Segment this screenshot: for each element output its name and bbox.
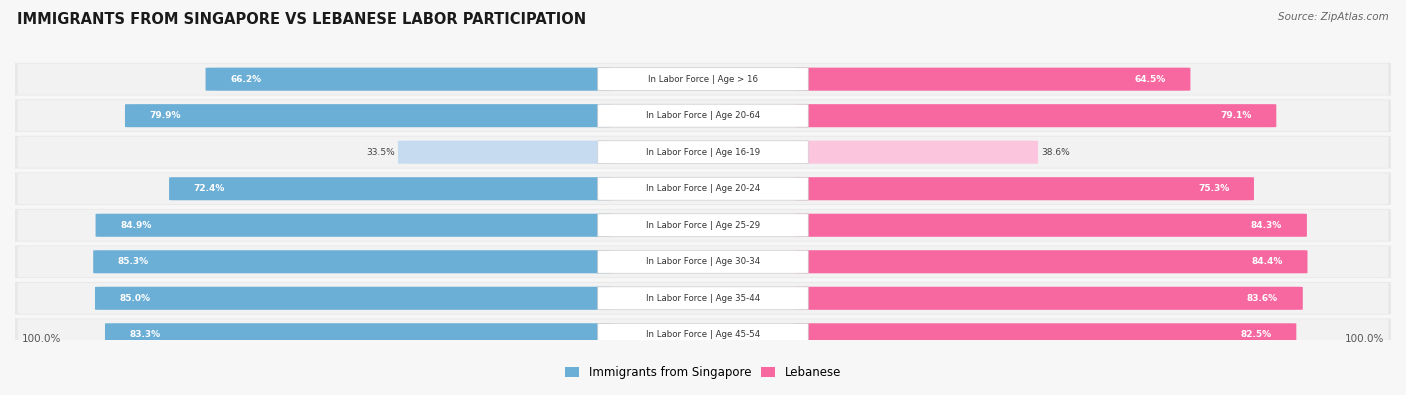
FancyBboxPatch shape <box>18 283 1388 314</box>
FancyBboxPatch shape <box>794 250 1308 273</box>
Text: 82.5%: 82.5% <box>1240 330 1271 339</box>
Text: In Labor Force | Age 25-29: In Labor Force | Age 25-29 <box>645 221 761 230</box>
Text: In Labor Force | Age 20-64: In Labor Force | Age 20-64 <box>645 111 761 120</box>
FancyBboxPatch shape <box>794 68 1191 91</box>
FancyBboxPatch shape <box>18 100 1388 131</box>
Text: 84.3%: 84.3% <box>1251 221 1282 230</box>
Text: 64.5%: 64.5% <box>1135 75 1166 84</box>
Text: 79.9%: 79.9% <box>150 111 181 120</box>
Text: 84.4%: 84.4% <box>1251 257 1282 266</box>
FancyBboxPatch shape <box>794 323 1296 346</box>
Text: 85.3%: 85.3% <box>118 257 149 266</box>
Text: In Labor Force | Age > 16: In Labor Force | Age > 16 <box>648 75 758 84</box>
Text: 85.0%: 85.0% <box>120 294 150 303</box>
FancyBboxPatch shape <box>598 287 808 310</box>
Text: 72.4%: 72.4% <box>194 184 225 193</box>
FancyBboxPatch shape <box>398 141 612 164</box>
Text: 100.0%: 100.0% <box>1344 334 1384 344</box>
FancyBboxPatch shape <box>11 136 1395 169</box>
Text: 100.0%: 100.0% <box>22 334 62 344</box>
Text: 83.3%: 83.3% <box>129 330 160 339</box>
Legend: Immigrants from Singapore, Lebanese: Immigrants from Singapore, Lebanese <box>565 366 841 379</box>
FancyBboxPatch shape <box>794 104 1277 127</box>
FancyBboxPatch shape <box>11 245 1395 278</box>
FancyBboxPatch shape <box>18 246 1388 277</box>
FancyBboxPatch shape <box>598 177 808 200</box>
FancyBboxPatch shape <box>125 104 612 127</box>
Text: In Labor Force | Age 35-44: In Labor Force | Age 35-44 <box>645 294 761 303</box>
FancyBboxPatch shape <box>93 250 612 273</box>
FancyBboxPatch shape <box>18 319 1388 350</box>
FancyBboxPatch shape <box>96 214 612 237</box>
Text: In Labor Force | Age 45-54: In Labor Force | Age 45-54 <box>645 330 761 339</box>
Text: IMMIGRANTS FROM SINGAPORE VS LEBANESE LABOR PARTICIPATION: IMMIGRANTS FROM SINGAPORE VS LEBANESE LA… <box>17 12 586 27</box>
FancyBboxPatch shape <box>598 104 808 127</box>
FancyBboxPatch shape <box>169 177 612 200</box>
FancyBboxPatch shape <box>96 287 612 310</box>
FancyBboxPatch shape <box>105 323 612 346</box>
FancyBboxPatch shape <box>18 173 1388 204</box>
FancyBboxPatch shape <box>11 282 1395 315</box>
FancyBboxPatch shape <box>598 250 808 273</box>
FancyBboxPatch shape <box>11 99 1395 132</box>
Text: In Labor Force | Age 20-24: In Labor Force | Age 20-24 <box>645 184 761 193</box>
Text: 84.9%: 84.9% <box>121 221 152 230</box>
FancyBboxPatch shape <box>794 214 1308 237</box>
Text: 79.1%: 79.1% <box>1220 111 1251 120</box>
Text: Source: ZipAtlas.com: Source: ZipAtlas.com <box>1278 12 1389 22</box>
Text: 66.2%: 66.2% <box>231 75 262 84</box>
Text: In Labor Force | Age 16-19: In Labor Force | Age 16-19 <box>645 148 761 157</box>
FancyBboxPatch shape <box>11 63 1395 96</box>
FancyBboxPatch shape <box>18 64 1388 95</box>
Text: In Labor Force | Age 30-34: In Labor Force | Age 30-34 <box>645 257 761 266</box>
FancyBboxPatch shape <box>794 177 1254 200</box>
FancyBboxPatch shape <box>598 68 808 90</box>
Text: 38.6%: 38.6% <box>1040 148 1070 157</box>
FancyBboxPatch shape <box>598 324 808 346</box>
FancyBboxPatch shape <box>794 141 1038 164</box>
FancyBboxPatch shape <box>205 68 612 91</box>
FancyBboxPatch shape <box>11 318 1395 351</box>
Text: 75.3%: 75.3% <box>1198 184 1229 193</box>
FancyBboxPatch shape <box>598 141 808 164</box>
FancyBboxPatch shape <box>18 137 1388 168</box>
FancyBboxPatch shape <box>794 287 1303 310</box>
FancyBboxPatch shape <box>11 209 1395 242</box>
Text: 33.5%: 33.5% <box>367 148 395 157</box>
FancyBboxPatch shape <box>18 210 1388 241</box>
FancyBboxPatch shape <box>598 214 808 237</box>
FancyBboxPatch shape <box>11 172 1395 205</box>
Text: 83.6%: 83.6% <box>1247 294 1278 303</box>
